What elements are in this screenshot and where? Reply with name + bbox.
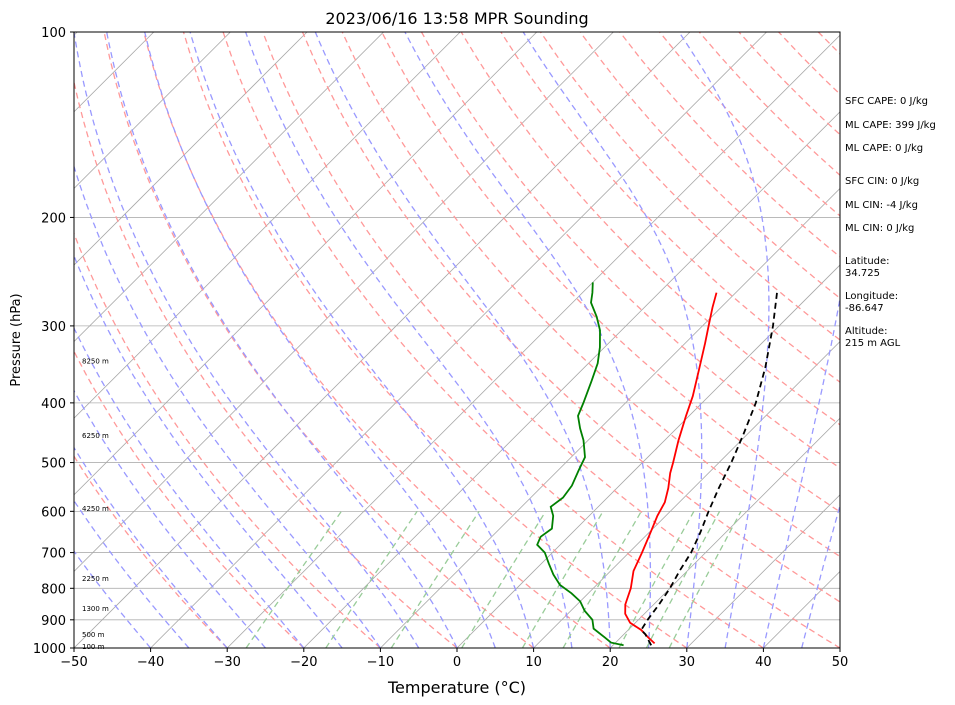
- dry-adiabat-line: [579, 32, 840, 300]
- y-tick-label: 500: [41, 457, 66, 472]
- y-tick-label: 600: [41, 505, 66, 520]
- x-tick-label: 10: [525, 655, 542, 670]
- series-group: [536, 282, 778, 647]
- dry-adiabat-line: [74, 231, 381, 648]
- isotherm-line: [74, 32, 308, 266]
- x-tick-label: 20: [602, 655, 619, 670]
- height-label: 100 m: [82, 643, 105, 651]
- latitude-label: Latitude:: [845, 256, 890, 267]
- sfc-cape-text: SFC CAPE: 0 J/kg: [845, 96, 928, 107]
- height-label: 8250 m: [82, 358, 109, 366]
- isotherm-line: [686, 494, 840, 648]
- dry-adiabat-line: [103, 32, 534, 648]
- y-tick-label: 300: [41, 320, 66, 335]
- altitude-value: 215 m AGL: [845, 338, 901, 349]
- x-tick-label: −10: [367, 655, 394, 670]
- ml-cin-text: ML CIN: -4 J/kg: [845, 200, 918, 211]
- y-tick-label: 800: [41, 582, 66, 597]
- moist-adiabat-line: [74, 164, 381, 648]
- y-tick-label: 900: [41, 614, 66, 629]
- background-lines: [74, 32, 840, 648]
- isotherm-line: [74, 32, 538, 496]
- mixing-ratio-line: [390, 510, 480, 648]
- x-tick-label: 30: [679, 655, 696, 670]
- height-label: 6250 m: [82, 432, 109, 440]
- x-tick-label: −50: [60, 655, 87, 670]
- isotherm-line: [74, 32, 614, 572]
- dry-adiabat-line: [262, 32, 840, 648]
- x-tick-label: 50: [832, 655, 849, 670]
- moist-adiabat-line: [678, 32, 770, 648]
- moist-adiabat-line: [74, 254, 343, 648]
- x-tick-label: −20: [290, 655, 317, 670]
- isotherm-line: [226, 34, 840, 648]
- moist-adiabat-line: [314, 32, 611, 648]
- mixing-ratio-line: [618, 510, 695, 648]
- mixing-ratio-line: [325, 510, 418, 648]
- isotherm-line: [150, 32, 767, 648]
- mixing-ratio-line: [668, 510, 742, 648]
- moist-adiabat-line: [74, 32, 420, 648]
- sfc-cin-text: SFC CIN: 0 J/kg: [845, 176, 919, 187]
- chart-title: 2023/06/16 13:58 MPR Sounding: [325, 9, 588, 28]
- x-tick-label: −40: [137, 655, 164, 670]
- isotherm-line: [456, 264, 840, 648]
- dewpoint-profile: [536, 282, 624, 647]
- side-panel: SFC CAPE: 0 J/kg ML CAPE: 399 J/kg ML CA…: [845, 96, 936, 349]
- mixing-ratio-line: [461, 510, 547, 648]
- y-tick-label: 200: [41, 211, 66, 226]
- isotherm-line: [74, 32, 231, 189]
- x-tick-label: 40: [755, 655, 772, 670]
- isotherm-line: [609, 417, 840, 648]
- latitude-value: 34.725: [845, 268, 880, 279]
- moist-adiabat-line: [144, 32, 496, 648]
- isotherm-line: [74, 32, 384, 343]
- temperature-profile: [624, 292, 718, 645]
- isotherm-line: [380, 187, 840, 648]
- height-labels: 100 m 500 m 1300 m 2250 m 4250 m 6250 m 8250 m: [82, 358, 109, 651]
- moist-adiabat-line: [404, 32, 652, 648]
- moist-adiabat-line: [189, 32, 535, 648]
- x-axis-label: Temperature (°C): [387, 678, 526, 697]
- ml-cin-text-2: ML CIN: 0 J/kg: [845, 223, 914, 234]
- x-tick-label: −30: [213, 655, 240, 670]
- moist-adiabat-line: [801, 503, 840, 648]
- mixing-ratio-line: [245, 510, 342, 648]
- height-label: 1300 m: [82, 605, 109, 613]
- isotherm-line: [74, 32, 461, 419]
- parcel-profile: [640, 292, 778, 646]
- isotherm-line: [303, 111, 840, 648]
- mixing-ratio-line: [521, 510, 604, 648]
- isotherm-line: [533, 341, 840, 648]
- y-tick-label: 100: [41, 26, 66, 41]
- moist-adiabat-line: [522, 32, 703, 648]
- height-label: 500 m: [82, 631, 105, 639]
- ml-cape-text: ML CAPE: 399 J/kg: [845, 120, 936, 131]
- longitude-label: Longitude:: [845, 291, 898, 302]
- y-axis-ticks: 100 200 300 400 500 600 700 800 900 1000: [33, 26, 74, 657]
- moist-adiabat-line: [762, 294, 840, 648]
- y-axis-label: Pressure (hPa): [9, 293, 24, 386]
- mixing-ratio-line: [645, 510, 721, 648]
- moist-adiabat-line: [74, 446, 228, 648]
- x-tick-label: 0: [453, 655, 461, 670]
- dry-adiabat-line: [143, 32, 611, 648]
- isotherm-line: [74, 32, 691, 648]
- dry-adiabat-line: [74, 349, 305, 648]
- y-tick-label: 1000: [33, 642, 66, 657]
- mixing-ratio-line: [562, 510, 642, 648]
- ml-cape-text-2: ML CAPE: 0 J/kg: [845, 143, 923, 154]
- height-label: 4250 m: [82, 505, 109, 513]
- moist-adiabat-line: [244, 32, 573, 648]
- x-axis-ticks: −50 −40 −30 −20 −10 0 10 20 30 40 50: [60, 648, 848, 670]
- longitude-value: -86.647: [845, 303, 884, 314]
- altitude-label: Altitude:: [845, 326, 887, 337]
- height-label: 2250 m: [82, 575, 109, 583]
- y-tick-label: 700: [41, 547, 66, 562]
- y-tick-label: 400: [41, 397, 66, 412]
- dry-adiabat-line: [74, 79, 458, 648]
- moist-adiabat-line: [106, 32, 458, 648]
